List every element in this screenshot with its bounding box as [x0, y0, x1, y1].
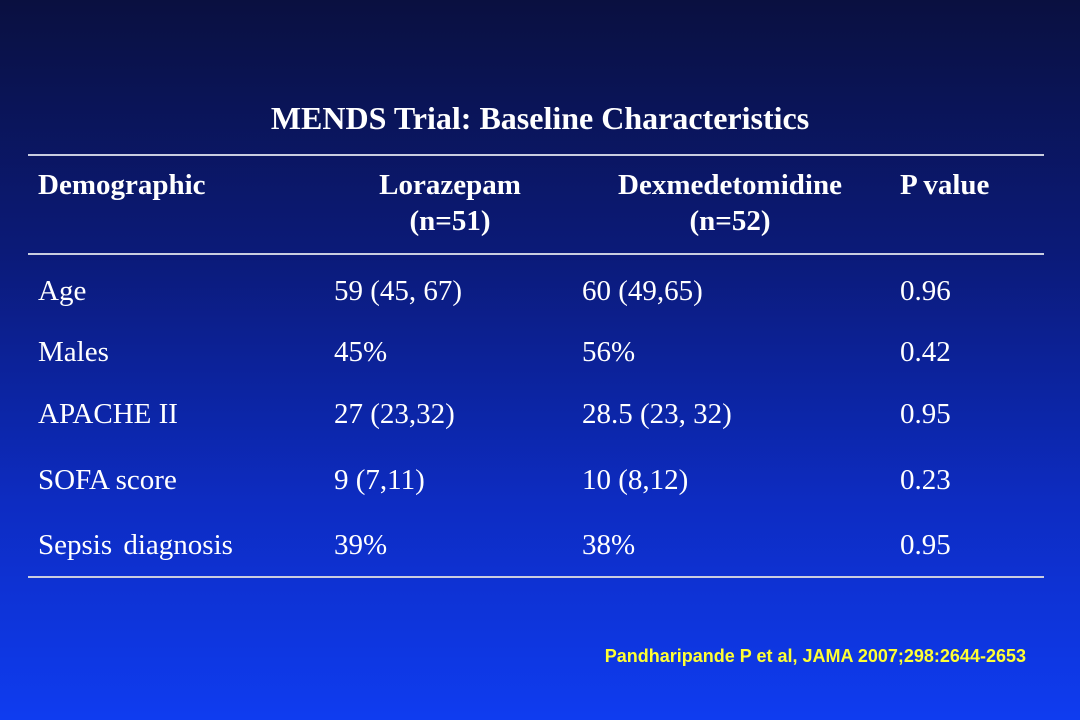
row-sepsis-lorazepam: 39%: [334, 529, 388, 561]
citation: Pandharipande P et al, JAMA 2007;298:264…: [604, 646, 1026, 666]
row-apache-lorazepam: 27 (23,32): [334, 398, 455, 430]
row-males-lorazepam: 45%: [334, 336, 388, 368]
header-lorazepam-n: (n=51): [409, 205, 491, 237]
row-sofa-p-value: 0.23: [900, 464, 951, 496]
header-dexmedetomidine: Dexmedetomidine (n=52): [580, 167, 880, 239]
header-dexmedetomidine-name: Dexmedetomidine: [618, 169, 842, 201]
table-bottom-rule: [28, 576, 1044, 578]
row-sepsis-label: Sepsis diagnosis: [38, 529, 233, 561]
header-p-value: P value: [900, 169, 990, 201]
header-demographic: Demographic: [38, 169, 206, 201]
slide-title: MENDS Trial: Baseline Characteristics: [270, 100, 810, 136]
table-header-rule: [28, 253, 1044, 255]
header-lorazepam-name: Lorazepam: [379, 169, 521, 201]
row-age-label: Age: [38, 275, 87, 307]
row-sepsis-p-value: 0.95: [900, 529, 951, 561]
row-sofa-label: SOFA score: [38, 464, 177, 496]
row-age-p-value: 0.96: [900, 275, 951, 307]
row-males-dexmedetomidine: 56%: [582, 336, 636, 368]
row-males-p-value: 0.42: [900, 336, 951, 368]
row-males-label: Males: [38, 336, 109, 368]
row-sepsis-dexmedetomidine: 38%: [582, 529, 636, 561]
row-sofa-dexmedetomidine: 10 (8,12): [582, 464, 689, 496]
row-age-lorazepam: 59 (45, 67): [334, 275, 463, 307]
header-dexmedetomidine-n: (n=52): [689, 205, 771, 237]
row-apache-label: APACHE II: [38, 398, 178, 430]
table-top-rule: [28, 154, 1044, 156]
header-lorazepam: Lorazepam (n=51): [330, 167, 570, 239]
row-sofa-lorazepam: 9 (7,11): [334, 464, 425, 496]
row-apache-dexmedetomidine: 28.5 (23, 32): [582, 398, 732, 430]
row-age-dexmedetomidine: 60 (49,65): [582, 275, 703, 307]
row-apache-p-value: 0.95: [900, 398, 951, 430]
